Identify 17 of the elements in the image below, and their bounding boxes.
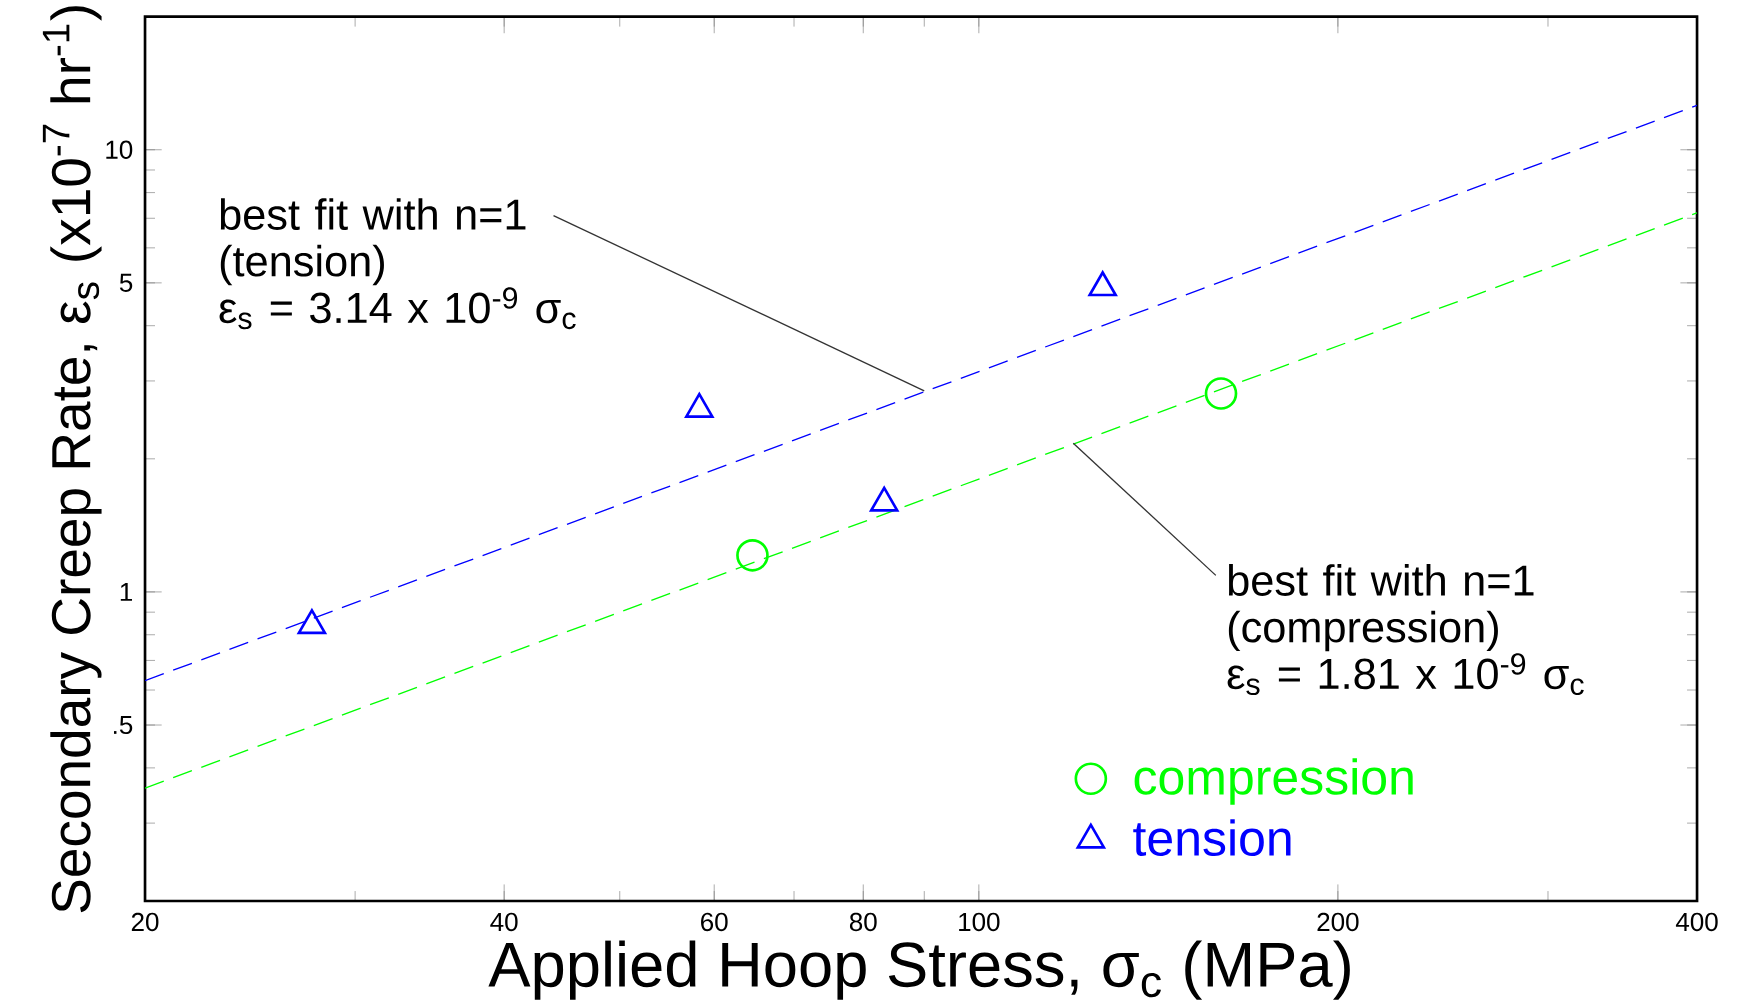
legend-label: compression	[1134, 758, 1413, 805]
x-tick-label: 60	[701, 912, 728, 932]
y-axis-title: Secondary Creep Rate, ε$_{s}$ (x10$^{-7}$ hr$^{-1}$)	[42, 6, 102, 913]
x-axis-title: Applied Hoop Stress, σ$_{c}$ (MPa)	[488, 940, 1350, 1000]
x-tick-label: 400	[1675, 912, 1718, 932]
x-tick-label: 200	[1317, 912, 1359, 932]
annotation: best fit with n=1 (tension) ε$_{s}$ = 3.14 x 10$^{-9}$ σ$_{c}$	[219, 198, 576, 330]
annotation: best fit with n=1 (compression) ε$_{s}$ = 1.81 x 10$^{-9}$ σ$_{c}$	[1227, 564, 1584, 696]
x-tick-label: 80	[849, 912, 877, 932]
y-tick-label: 10	[106, 140, 133, 159]
x-tick-label: 20	[131, 912, 159, 932]
y-tick-label: .5	[114, 715, 133, 735]
y-tick-label: 1	[120, 583, 132, 601]
y-tick-label: 5	[119, 273, 133, 292]
legend-label: tension	[1133, 819, 1291, 857]
x-tick-label: 40	[490, 912, 518, 932]
x-tick-label: 100	[959, 912, 1000, 932]
